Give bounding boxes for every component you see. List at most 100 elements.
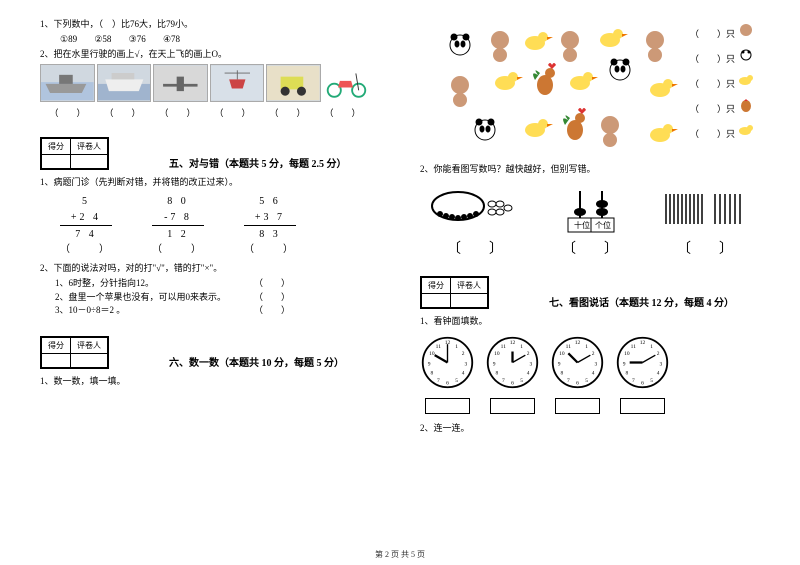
count-2[interactable]: （ ）只 xyxy=(690,54,735,64)
duck-icon xyxy=(650,79,678,97)
clock-4-answer[interactable] xyxy=(620,398,665,414)
p1-top: 5 xyxy=(60,194,112,209)
opt-a: ①89 xyxy=(60,34,77,44)
svg-text:7: 7 xyxy=(567,378,570,384)
paren-row: （ ） （ ） （ ） （ ） （ ） （ ） xyxy=(40,106,370,119)
clock-4: 123691245781011 xyxy=(615,335,670,414)
monkey-icon xyxy=(646,31,664,62)
svg-text:8: 8 xyxy=(561,371,564,377)
panda-mini-icon xyxy=(737,48,755,62)
paren-4[interactable]: （ ） xyxy=(205,106,260,119)
duck-mini-icon xyxy=(737,73,755,87)
svg-text:10: 10 xyxy=(624,351,630,357)
vehicle-img-4 xyxy=(210,64,265,102)
rooster-icon xyxy=(563,108,586,140)
count-4[interactable]: （ ）只 xyxy=(690,104,735,114)
paren-b[interactable]: （ ） xyxy=(254,291,290,305)
clock-3: 123691245781011 xyxy=(550,335,605,414)
svg-text:1: 1 xyxy=(650,344,653,350)
svg-text:6: 6 xyxy=(641,381,644,387)
clocks-row: 123691245781011 123691245781011 12369124… xyxy=(420,335,760,414)
duck-icon xyxy=(650,124,678,142)
vehicle-img-1 xyxy=(40,64,95,102)
sticks-tool: 〔 〕 xyxy=(660,186,750,258)
paren-1[interactable]: （ ） xyxy=(40,106,95,119)
question-1: 1、下列数中，（ ）比76大，比79小。 xyxy=(40,18,370,31)
sec7-q1: 1、看钟面填数。 xyxy=(420,315,760,328)
paren-a[interactable]: （ ） xyxy=(254,277,290,291)
svg-text:12: 12 xyxy=(510,340,516,346)
svg-text:9: 9 xyxy=(558,361,561,367)
panda-icon xyxy=(475,119,495,140)
svg-text:8: 8 xyxy=(496,371,499,377)
math-p3: 5 6 +3 7 8 3 （ ） xyxy=(244,194,296,257)
p1-paren[interactable]: （ ） xyxy=(60,242,112,257)
count-3[interactable]: （ ）只 xyxy=(690,79,735,89)
svg-text:2: 2 xyxy=(592,351,595,357)
grader-cell[interactable] xyxy=(71,155,108,169)
sec5-q2c: 3、10－0÷8＝2 。（ ） xyxy=(55,304,370,318)
bracket-1[interactable]: 〔 〕 xyxy=(430,238,520,258)
panda-icon xyxy=(610,59,630,80)
math-problems: 5 +2 4 7 4 （ ） 8 0 -7 8 1 2 （ ） 5 6 +3 7… xyxy=(60,194,370,257)
svg-text:个位: 个位 xyxy=(595,220,611,230)
p3-paren[interactable]: （ ） xyxy=(244,242,296,257)
score-label-7: 得分 xyxy=(422,277,451,293)
section-5-title: 五、对与错（本题共 5 分，每题 2.5 分） xyxy=(169,155,347,170)
bracket-3[interactable]: 〔 〕 xyxy=(660,238,750,258)
svg-text:11: 11 xyxy=(436,344,442,350)
score-cell-7[interactable] xyxy=(422,293,451,307)
svg-text:5: 5 xyxy=(455,378,458,384)
grader-cell-7[interactable] xyxy=(451,293,488,307)
svg-text:11: 11 xyxy=(501,344,507,350)
math-p1: 5 +2 4 7 4 （ ） xyxy=(60,194,112,257)
paren-c[interactable]: （ ） xyxy=(254,304,290,318)
vehicle-img-3 xyxy=(153,64,208,102)
svg-text:6: 6 xyxy=(511,381,514,387)
svg-text:3: 3 xyxy=(594,361,597,367)
duck-icon xyxy=(525,32,553,50)
svg-text:3: 3 xyxy=(529,361,532,367)
p2-paren[interactable]: （ ） xyxy=(152,242,204,257)
paren-5[interactable]: （ ） xyxy=(260,106,315,119)
count-5[interactable]: （ ）只 xyxy=(690,129,735,139)
sec5-q1: 1、病题门诊（先判断对错，并将错的改正过来）。 xyxy=(40,176,370,189)
score-cell[interactable] xyxy=(42,155,71,169)
svg-text:8: 8 xyxy=(626,371,629,377)
sec7-q2: 2、连一连。 xyxy=(420,422,760,435)
svg-text:7: 7 xyxy=(437,378,440,384)
svg-text:9: 9 xyxy=(623,361,626,367)
svg-text:11: 11 xyxy=(566,344,572,350)
clock-1-answer[interactable] xyxy=(425,398,470,414)
bracket-2[interactable]: 〔 〕 xyxy=(560,238,620,258)
duck-icon xyxy=(495,72,523,90)
svg-text:十位: 十位 xyxy=(574,220,590,230)
svg-text:5: 5 xyxy=(520,378,523,384)
sec6-q2: 2、你能看图写数吗？越快越好，但别写错。 xyxy=(420,163,760,176)
monkey-icon xyxy=(601,116,619,147)
paren-2[interactable]: （ ） xyxy=(95,106,150,119)
monkey-mini-icon xyxy=(737,23,755,37)
svg-text:6: 6 xyxy=(576,381,579,387)
svg-text:5: 5 xyxy=(585,378,588,384)
paren-6[interactable]: （ ） xyxy=(315,106,370,119)
count-1[interactable]: （ ）只 xyxy=(690,29,735,39)
opt-c: ③76 xyxy=(129,34,146,44)
score-cell-6[interactable] xyxy=(42,353,71,367)
svg-text:2: 2 xyxy=(462,351,465,357)
svg-text:2: 2 xyxy=(527,351,530,357)
clock-3-answer[interactable] xyxy=(555,398,600,414)
clock-2-answer[interactable] xyxy=(490,398,535,414)
sec5-q2a: 1、6时整，分针指向12。（ ） xyxy=(55,277,370,291)
grader-label: 评卷人 xyxy=(71,139,108,155)
opt-b: ②58 xyxy=(94,34,111,44)
score-box-6: 得分评卷人 xyxy=(40,336,109,369)
svg-text:8: 8 xyxy=(431,371,434,377)
paren-3[interactable]: （ ） xyxy=(150,106,205,119)
monkey-icon xyxy=(451,76,469,107)
svg-text:1: 1 xyxy=(585,344,588,350)
svg-text:12: 12 xyxy=(640,340,646,346)
grader-cell-6[interactable] xyxy=(71,353,108,367)
section-6-title: 六、数一数（本题共 10 分，每题 5 分） xyxy=(169,354,344,369)
vehicle-img-6 xyxy=(323,64,370,102)
